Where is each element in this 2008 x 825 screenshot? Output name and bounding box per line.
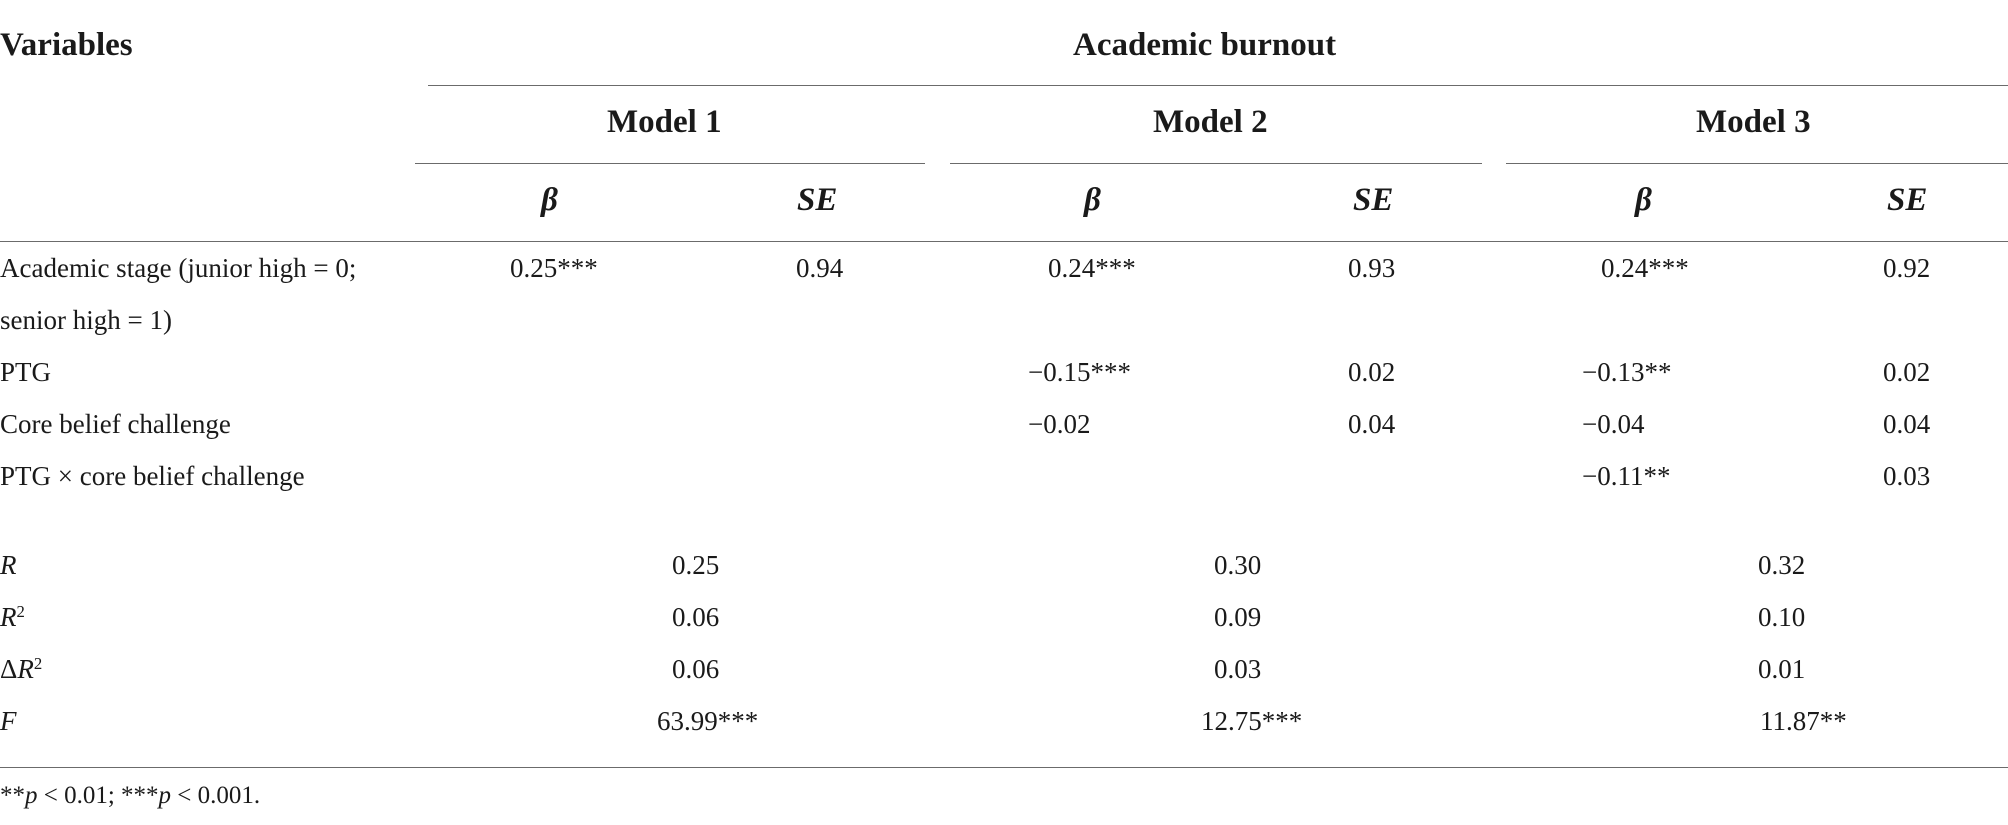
cell-m2-beta: −0.02	[1028, 409, 1091, 439]
stat-superscript: 2	[16, 601, 25, 621]
stat-r2-m2: 0.09	[1214, 602, 1262, 632]
stat-dr2-m1: 0.06	[672, 654, 720, 684]
model-3-rule	[1506, 163, 2008, 164]
cell-m3-beta: −0.11**	[1582, 461, 1671, 491]
delta-symbol: Δ	[0, 654, 18, 684]
cell-m3-se: 0.04	[1883, 409, 1931, 439]
stat-r-m3: 0.32	[1758, 550, 1806, 580]
cell-m3-beta: 0.24***	[1601, 253, 1689, 283]
stat-r-m1: 0.25	[672, 550, 720, 580]
stat-f-m1: 63.99***	[657, 706, 759, 736]
stat-superscript: 2	[33, 653, 43, 673]
footnote-p: p	[158, 782, 172, 809]
cell-m1-se: 0.94	[796, 253, 844, 283]
row-label: PTG × core belief challenge	[0, 461, 305, 491]
model-1-header: Model 1	[607, 104, 722, 140]
stat-symbol: R	[0, 602, 17, 632]
model-1-beta-header: β	[541, 182, 558, 218]
stat-label-r-squared: R2	[0, 601, 25, 633]
model-2-se-header: SE	[1353, 182, 1394, 218]
model-1-rule	[415, 163, 925, 164]
footnote-text: < 0.001.	[171, 782, 261, 809]
variables-header: Variables	[0, 27, 133, 63]
row-label: PTG	[0, 357, 52, 387]
model-2-rule	[950, 163, 1482, 164]
model-3-beta-header: β	[1635, 182, 1652, 218]
footnote-stars: **	[0, 782, 25, 809]
cell-m3-se: 0.02	[1883, 357, 1931, 387]
stat-label-f: F	[0, 706, 17, 736]
model-3-header: Model 3	[1696, 104, 1811, 140]
stat-dr2-m2: 0.03	[1214, 654, 1262, 684]
stat-label-r: R	[0, 550, 17, 580]
stat-symbol: R	[17, 654, 34, 684]
stat-f-m3: 11.87**	[1760, 706, 1847, 736]
cell-m3-beta: −0.13**	[1582, 357, 1672, 387]
stat-label-delta-r-squared: ΔR2	[0, 653, 42, 685]
stat-dr2-m3: 0.01	[1758, 654, 1806, 684]
header-bottom-rule	[0, 241, 2008, 242]
stat-r2-m3: 0.10	[1758, 602, 1806, 632]
cell-m2-se: 0.04	[1348, 409, 1396, 439]
stat-f-m2: 12.75***	[1201, 706, 1303, 736]
cell-m3-beta: −0.04	[1582, 409, 1645, 439]
model-3-se-header: SE	[1887, 182, 1928, 218]
stat-r2-m1: 0.06	[672, 602, 720, 632]
cell-m3-se: 0.03	[1883, 461, 1931, 491]
row-label: Core belief challenge	[0, 409, 231, 439]
footnote-text: < 0.01; ***	[37, 782, 159, 809]
footnote-p: p	[25, 782, 38, 809]
footnote: **p < 0.01; ***p < 0.001.	[0, 780, 260, 812]
cell-m2-se: 0.02	[1348, 357, 1396, 387]
cell-m2-beta: 0.24***	[1048, 253, 1136, 283]
model-2-beta-header: β	[1084, 182, 1101, 218]
cell-m2-beta: −0.15***	[1028, 357, 1131, 387]
academic-burnout-header: Academic burnout	[1073, 27, 1337, 63]
row-label: Academic stage (junior high = 0;	[0, 253, 357, 283]
group-rule	[428, 85, 2008, 86]
cell-m3-se: 0.92	[1883, 253, 1931, 283]
cell-m2-se: 0.93	[1348, 253, 1396, 283]
model-2-header: Model 2	[1153, 104, 1268, 140]
row-label-continued: senior high = 1)	[0, 305, 172, 335]
stat-r-m2: 0.30	[1214, 550, 1262, 580]
model-1-se-header: SE	[797, 182, 838, 218]
cell-m1-beta: 0.25***	[510, 253, 598, 283]
table-bottom-rule	[0, 767, 2008, 768]
